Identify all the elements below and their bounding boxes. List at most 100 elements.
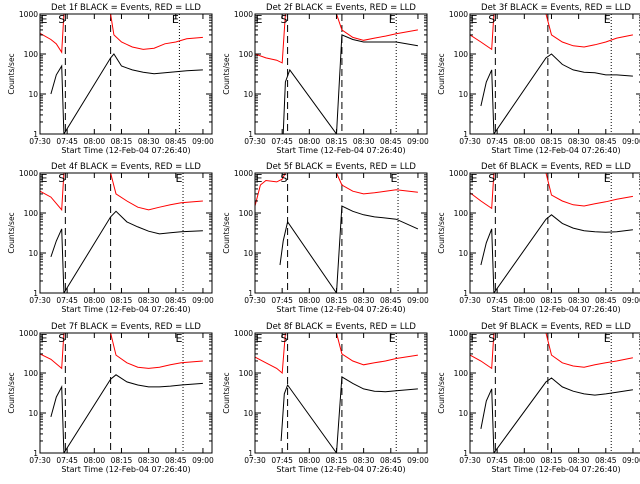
panel-1-xtick-label-6: 08:45 — [165, 137, 187, 146]
panel-7-xtick-label-2: 07:45 — [56, 456, 78, 465]
panel-9-ytick-label-1: 1 — [463, 449, 468, 458]
panel-9-xtick-label-1: 07:30 — [459, 456, 481, 465]
panel-5-frame — [254, 172, 428, 294]
panel-6-series-black — [480, 214, 633, 293]
panel-7-series-red — [40, 333, 203, 370]
panel-9-frame — [469, 332, 640, 454]
panel-7-ytick-label-4: 1000 — [19, 329, 38, 338]
panel-5-ytick-label-4: 1000 — [234, 169, 253, 178]
panel-9-ytick-label-2: 10 — [458, 409, 468, 418]
panel-6-xtick-label-6: 08:45 — [595, 296, 617, 305]
panel-6-marker-s: S — [488, 172, 495, 185]
panel-6-ytick-label-3: 100 — [454, 209, 469, 218]
panel-6-ytick-label-4: 1000 — [449, 169, 468, 178]
panel-3-marker-e: E — [604, 13, 611, 26]
panel-5: Det 5f BLACK = Events, RED = LLD 07:30 07:… — [222, 162, 429, 314]
panel-9-xtick-label-2: 07:45 — [486, 456, 508, 465]
panel-9-ylabel: Counts/sec — [437, 372, 446, 413]
panel-4-frame — [39, 172, 213, 294]
panel-6-ylabel: Counts/sec — [437, 212, 446, 253]
panel-3-xtick-label-4: 08:15 — [541, 137, 563, 146]
panel-3-series-red — [470, 14, 633, 51]
panel-5-ytick-label-2: 10 — [243, 249, 253, 258]
panel-8-xtick-label-6: 08:45 — [380, 456, 402, 465]
panel-2-xtick-label-6: 08:45 — [380, 137, 402, 146]
panel-4-xtick-label-1: 07:30 — [29, 296, 51, 305]
panel-7-xtick-label-6: 08:45 — [165, 456, 187, 465]
panel-3-title: Det 3f BLACK = Events, RED = LLD — [481, 3, 631, 13]
panel-4: Det 4f BLACK = Events, RED = LLD 07:30 07:… — [7, 162, 214, 314]
panel-1-xtick-label-7: 09:00 — [192, 137, 214, 146]
panel-4-xtick-label-5: 08:30 — [138, 296, 160, 305]
panel-5-ylabel: Counts/sec — [222, 212, 231, 253]
panel-8-xtick-label-4: 08:15 — [326, 456, 348, 465]
panel-2-ytick-label-3: 100 — [239, 50, 254, 59]
panel-8-xtick-label-7: 09:00 — [407, 456, 429, 465]
panel-3-frame — [469, 13, 640, 135]
panel-5-xtick-label-7: 09:00 — [407, 296, 429, 305]
panel-1-xtick-label-3: 08:00 — [84, 137, 106, 146]
panel-3: Det 3f BLACK = Events, RED = LLD 07:30 07:… — [437, 3, 640, 155]
panel-1-xtick-label-1: 07:30 — [29, 137, 51, 146]
panel-2-xtick-label-4: 08:15 — [326, 137, 348, 146]
panel-3-marker-s: S — [488, 13, 495, 26]
panel-6-ytick-label-1: 1 — [463, 289, 468, 298]
panel-6-xtick-label-5: 08:30 — [568, 296, 590, 305]
panel-9-marker-e: E — [604, 332, 611, 345]
panel-1-ytick-label-2: 10 — [28, 90, 38, 99]
panel-2-ytick-label-1: 1 — [248, 130, 253, 139]
panel-8-ylabel: Counts/sec — [222, 372, 231, 413]
panel-8-series-red — [255, 333, 418, 375]
panel-5-series-black — [279, 205, 419, 293]
panel-7-marker-s: S — [58, 332, 65, 345]
panel-2-marker-e: E — [389, 13, 396, 26]
panel-1-ytick-label-4: 1000 — [19, 10, 38, 19]
panel-7-xtick-label-4: 08:15 — [111, 456, 133, 465]
panel-9-title: Det 9f BLACK = Events, RED = LLD — [481, 322, 631, 332]
panel-1-marker-e-left: E — [41, 13, 48, 26]
panel-7-marker-e: E — [176, 332, 183, 345]
panel-1-ytick-label-1: 1 — [33, 130, 38, 139]
panel-2-xtick-label-7: 09:00 — [407, 137, 429, 146]
panel-8-ytick-label-4: 1000 — [234, 329, 253, 338]
panel-7: Det 7f BLACK = Events, RED = LLD 07:30 07:… — [7, 322, 214, 474]
panel-3-xtick-label-1: 07:30 — [459, 137, 481, 146]
panel-8-xtick-label-1: 07:30 — [244, 456, 266, 465]
panel-5-marker-e-left: E — [256, 172, 263, 185]
panel-3-ylabel: Counts/sec — [437, 53, 446, 94]
panel-1-ytick-label-3: 100 — [24, 50, 39, 59]
panel-5-ytick-label-3: 100 — [239, 209, 254, 218]
panel-1-ylabel: Counts/sec — [7, 53, 16, 94]
panel-3-marker-e-left: E — [471, 13, 478, 26]
panel-1-frame — [39, 13, 213, 135]
panel-1-xtick-label-4: 08:15 — [111, 137, 133, 146]
panel-5-xtick-label-2: 07:45 — [271, 296, 293, 305]
panel-6-xtick-label-3: 08:00 — [514, 296, 536, 305]
panel-7-ytick-label-1: 1 — [33, 449, 38, 458]
panel-9-series-black — [480, 377, 633, 453]
panel-4-marker-e: E — [176, 172, 183, 185]
panel-6-xtick-label-1: 07:30 — [459, 296, 481, 305]
panel-1: Det 1f BLACK = Events, RED = LLD 07:30 07:… — [7, 3, 214, 155]
panel-2-marker-s: S — [280, 13, 287, 26]
panel-4-xtick-label-2: 07:45 — [56, 296, 78, 305]
panel-7-xlabel: Start Time (12-Feb-04 07:26:40) — [61, 465, 190, 474]
panel-8-series-black — [280, 376, 418, 453]
panel-4-ytick-label-2: 10 — [28, 249, 38, 258]
panel-3-series-black — [480, 53, 633, 134]
panel-8-marker-e: E — [389, 332, 396, 345]
panel-6-xtick-label-4: 08:15 — [541, 296, 563, 305]
panel-9-xtick-label-7: 09:00 — [622, 456, 640, 465]
panel-7-marker-e-left: E — [41, 332, 48, 345]
panel-6-marker-e-left: E — [471, 172, 478, 185]
panel-3-ytick-label-3: 100 — [454, 50, 469, 59]
panel-7-series-black — [50, 374, 203, 453]
panel-9-marker-e-left: E — [471, 332, 478, 345]
panel-2: Det 2f BLACK = Events, RED = LLD 07:30 07:… — [222, 3, 429, 155]
panel-8-xlabel: Start Time (12-Feb-04 07:26:40) — [276, 465, 405, 474]
panel-5-xtick-label-3: 08:00 — [299, 296, 321, 305]
panel-7-frame — [39, 332, 213, 454]
panel-9-ytick-label-4: 1000 — [449, 329, 468, 338]
panel-2-ylabel: Counts/sec — [222, 53, 231, 94]
panel-4-ylabel: Counts/sec — [7, 212, 16, 253]
